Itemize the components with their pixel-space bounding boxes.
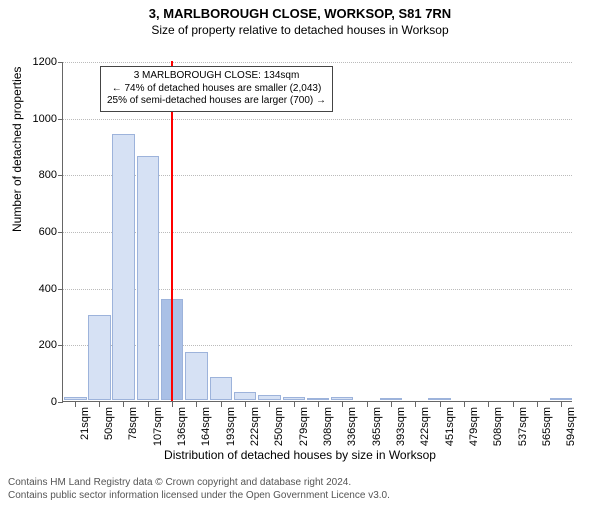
xtick-label: 308sqm [322,407,334,446]
xtick-mark [464,402,465,407]
histogram-bar [210,377,232,400]
footer-attribution: Contains HM Land Registry data © Crown c… [8,477,390,502]
xtick-mark [196,402,197,407]
ytick-mark [58,119,63,120]
xtick-mark [537,402,538,407]
xtick-mark [561,402,562,407]
ytick-mark [58,62,63,63]
xtick-label: 164sqm [200,407,212,446]
annotation-line-0: 3 MARLBOROUGH CLOSE: 134sqm [107,70,326,83]
ytick-label: 1000 [17,113,57,125]
xtick-label: 222sqm [249,407,261,446]
histogram-bar [428,398,451,400]
histogram-bar [307,398,330,400]
xtick-label: 365sqm [371,407,383,446]
chart-subtitle: Size of property relative to detached ho… [0,23,600,37]
xtick-mark [75,402,76,407]
ytick-label: 400 [17,283,57,295]
histogram-bar [550,398,572,400]
annotation-line-1: ← 74% of detached houses are smaller (2,… [107,83,326,96]
xtick-mark [391,402,392,407]
x-axis-label: Distribution of detached houses by size … [0,448,600,462]
ytick-label: 600 [17,226,57,238]
xtick-mark [440,402,441,407]
ytick-label: 0 [17,396,57,408]
xtick-mark [99,402,100,407]
plot-area: 02004006008001000120021sqm50sqm78sqm107s… [62,62,572,402]
xtick-label: 78sqm [127,407,139,440]
xtick-mark [245,402,246,407]
xtick-mark [318,402,319,407]
xtick-mark [148,402,149,407]
gridline [63,62,572,63]
xtick-mark [221,402,222,407]
xtick-mark [294,402,295,407]
ytick-label: 800 [17,169,57,181]
xtick-label: 193sqm [225,407,237,446]
xtick-mark [488,402,489,407]
histogram-bar [88,315,110,400]
ytick-mark [58,232,63,233]
ytick-mark [58,289,63,290]
histogram-bar [64,397,87,400]
xtick-label: 479sqm [468,407,480,446]
xtick-mark [367,402,368,407]
histogram-bar [137,156,159,400]
xtick-label: 250sqm [273,407,285,446]
footer-line-2: Contains public sector information licen… [8,490,390,503]
ytick-mark [58,345,63,346]
histogram-bar [112,134,135,400]
ytick-mark [58,175,63,176]
xtick-label: 422sqm [419,407,431,446]
gridline [63,119,572,120]
histogram-bar [185,352,208,400]
histogram-bar [234,392,257,401]
histogram-bar [283,397,305,400]
property-marker-line [171,61,173,401]
xtick-label: 508sqm [492,407,504,446]
xtick-label: 565sqm [541,407,553,446]
chart-title: 3, MARLBOROUGH CLOSE, WORKSOP, S81 7RN [0,6,600,21]
xtick-label: 594sqm [565,407,577,446]
xtick-mark [342,402,343,407]
xtick-label: 107sqm [152,407,164,446]
xtick-label: 279sqm [298,407,310,446]
xtick-mark [172,402,173,407]
histogram-bar [331,397,353,400]
ytick-mark [58,402,63,403]
xtick-label: 336sqm [346,407,358,446]
xtick-mark [415,402,416,407]
xtick-mark [513,402,514,407]
histogram-bar [380,398,403,400]
xtick-label: 393sqm [395,407,407,446]
xtick-label: 136sqm [176,407,188,446]
ytick-label: 1200 [17,56,57,68]
xtick-label: 451sqm [444,407,456,446]
annotation-callout: 3 MARLBOROUGH CLOSE: 134sqm← 74% of deta… [100,66,333,112]
xtick-label: 21sqm [79,407,91,440]
xtick-label: 537sqm [517,407,529,446]
ytick-label: 200 [17,339,57,351]
xtick-mark [269,402,270,407]
footer-line-1: Contains HM Land Registry data © Crown c… [8,477,390,490]
annotation-line-2: 25% of semi-detached houses are larger (… [107,95,326,108]
xtick-label: 50sqm [103,407,115,440]
plot-container: 02004006008001000120021sqm50sqm78sqm107s… [62,62,572,402]
histogram-bar [258,395,281,400]
y-axis-label: Number of detached properties [10,67,24,232]
xtick-mark [123,402,124,407]
